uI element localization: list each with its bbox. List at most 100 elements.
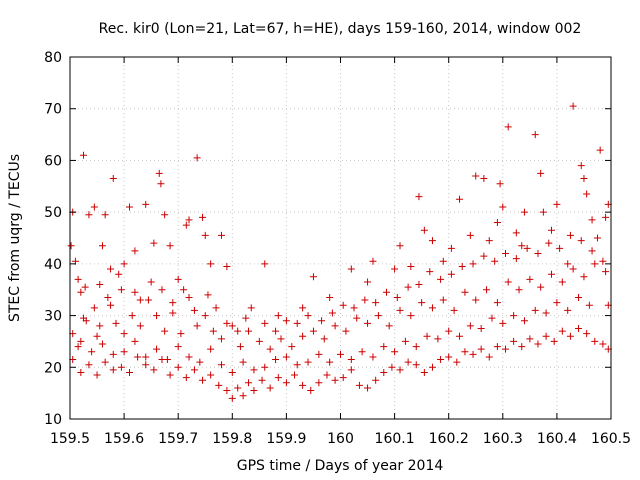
data-point <box>412 343 420 351</box>
x-tick-label: 159.7 <box>158 431 198 447</box>
data-point <box>242 314 250 322</box>
data-point <box>155 169 163 177</box>
data-point <box>318 317 326 325</box>
data-point <box>223 387 231 395</box>
data-point <box>580 175 588 183</box>
data-point <box>136 296 144 304</box>
data-point <box>353 314 361 322</box>
data-point <box>304 312 312 320</box>
data-point <box>591 260 599 268</box>
data-point <box>309 327 317 335</box>
data-point <box>537 169 545 177</box>
y-tick-labels: 10 20 30 40 50 60 70 80 <box>44 50 62 428</box>
data-point <box>93 371 101 379</box>
data-point <box>369 353 377 361</box>
data-point <box>120 260 128 268</box>
data-point <box>96 281 104 289</box>
data-point <box>428 237 436 245</box>
data-point <box>526 275 534 283</box>
data-point <box>553 200 561 208</box>
data-point <box>456 195 464 203</box>
data-point <box>109 175 117 183</box>
data-point <box>74 343 82 351</box>
data-point <box>539 208 547 216</box>
data-point <box>374 312 382 320</box>
data-point <box>485 353 493 361</box>
data-point <box>456 332 464 340</box>
data-point <box>575 293 583 301</box>
data-point <box>469 350 477 358</box>
data-point <box>502 345 510 353</box>
data-point <box>415 193 423 201</box>
data-point <box>372 299 380 307</box>
data-point <box>577 237 585 245</box>
data-point <box>445 353 453 361</box>
data-point <box>347 366 355 374</box>
data-point <box>134 353 142 361</box>
data-point <box>74 275 82 283</box>
data-point <box>142 353 150 361</box>
data-point <box>556 244 564 252</box>
data-point <box>485 237 493 245</box>
data-point <box>88 348 96 356</box>
data-point <box>564 260 572 268</box>
data-point <box>223 319 231 327</box>
data-point <box>315 350 323 358</box>
y-tick-label: 30 <box>44 309 62 325</box>
data-point <box>212 304 220 312</box>
data-point <box>450 306 458 314</box>
data-point <box>131 247 139 255</box>
data-point <box>272 356 280 364</box>
data-point <box>588 216 596 224</box>
data-point <box>493 299 501 307</box>
data-point <box>575 325 583 332</box>
data-point <box>228 394 236 402</box>
data-point <box>120 348 128 356</box>
data-point <box>461 348 469 356</box>
data-point <box>418 299 426 307</box>
data-point <box>364 384 372 392</box>
x-tick-label: 160.2 <box>429 431 469 447</box>
data-point <box>510 337 518 345</box>
data-point <box>245 379 253 387</box>
data-point <box>564 306 572 314</box>
data-point <box>602 213 610 221</box>
data-point <box>499 203 507 211</box>
data-point <box>169 309 177 317</box>
data-point <box>437 275 445 283</box>
data-point <box>396 242 404 250</box>
data-point <box>90 203 98 211</box>
data-point <box>496 180 504 188</box>
data-point <box>566 231 574 239</box>
data-point <box>393 293 401 301</box>
data-point <box>331 322 339 330</box>
data-point <box>169 299 177 307</box>
data-point <box>547 226 555 234</box>
data-point <box>250 366 258 374</box>
data-point <box>445 327 453 335</box>
data-point <box>309 273 317 281</box>
x-tick-labels: 159.5 159.6 159.7 159.8 159.9 160 160.1 … <box>50 431 631 447</box>
data-point <box>553 299 561 307</box>
data-point <box>347 356 355 364</box>
data-point <box>480 175 488 183</box>
data-point <box>407 262 415 270</box>
data-point <box>369 257 377 265</box>
data-point <box>512 255 520 263</box>
data-point <box>426 268 434 276</box>
data-point <box>115 270 123 278</box>
data-point <box>261 260 269 268</box>
data-point <box>161 327 169 335</box>
data-point <box>542 309 550 317</box>
data-point <box>204 291 212 299</box>
data-point <box>396 366 404 374</box>
data-point <box>577 162 585 170</box>
data-point <box>542 332 550 340</box>
data-point <box>547 270 555 278</box>
x-tick-label: 160 <box>327 431 354 447</box>
data-point <box>518 343 526 351</box>
data-point <box>182 221 190 229</box>
data-point <box>326 358 334 366</box>
y-tick-label: 70 <box>44 102 62 118</box>
data-point <box>90 304 98 312</box>
